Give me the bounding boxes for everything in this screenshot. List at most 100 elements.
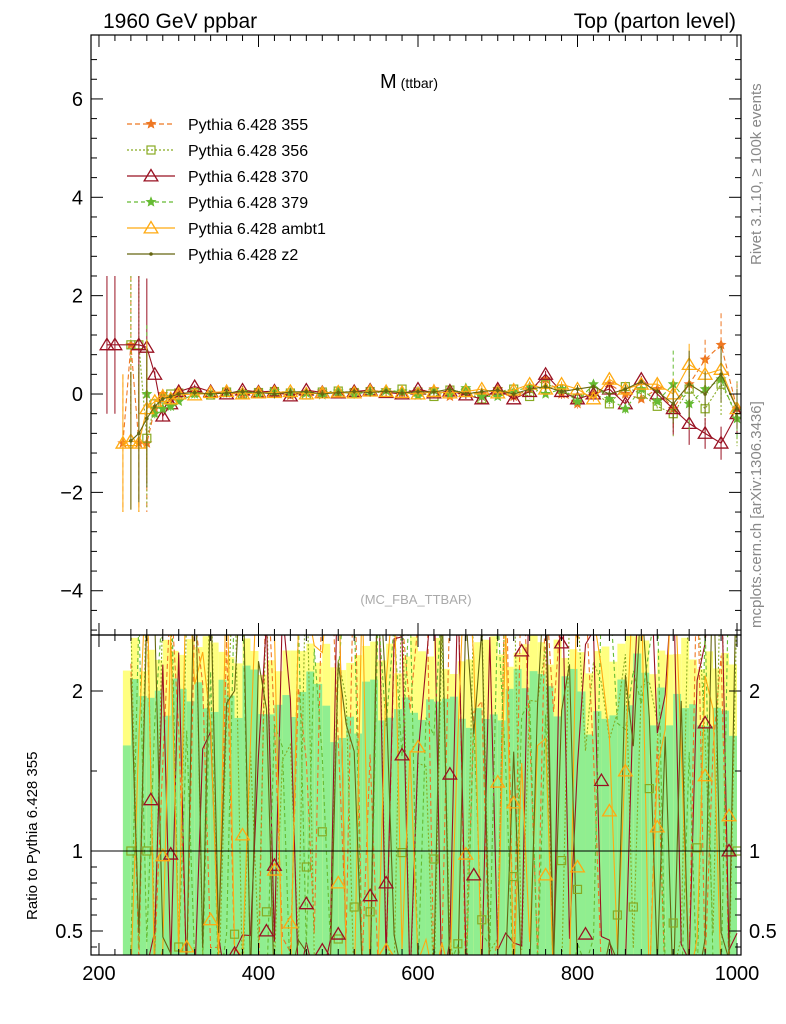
data-point (511, 392, 516, 396)
series-line (130, 373, 738, 442)
green-band (146, 697, 155, 955)
legend-item: Pythia 6.428 355 (127, 117, 308, 134)
ratio-point (410, 739, 426, 753)
y-tick-label: −2 (60, 482, 83, 504)
main-plot-series (98, 275, 741, 513)
ratio-point (162, 846, 179, 860)
green-band (138, 696, 147, 955)
legend-marker (149, 252, 153, 256)
data-point (298, 386, 315, 400)
data-point (537, 381, 554, 395)
green-band (386, 717, 395, 955)
mcplots-label: mcplots.cern.ch [arXiv:1306.3436] (748, 401, 765, 628)
ratio-point (628, 902, 638, 912)
ratio-point (697, 768, 714, 782)
legend-item: Pythia 6.428 370 (127, 168, 308, 186)
data-point (153, 404, 157, 409)
green-band (601, 718, 610, 955)
data-point (651, 395, 663, 407)
ratio-markers (142, 635, 738, 955)
y-tick-label: 6 (72, 89, 83, 111)
data-point (162, 391, 179, 405)
legend-item: Pythia 6.428 ambt1 (127, 220, 326, 238)
ratio-point (178, 939, 195, 953)
data-point (553, 376, 570, 390)
x-tick-label: 1000 (715, 963, 760, 985)
ratio-point (258, 923, 275, 937)
data-point (479, 389, 484, 394)
data-point (719, 372, 723, 377)
green-band (242, 665, 251, 955)
data-point (603, 393, 615, 404)
data-point (137, 431, 141, 436)
data-point (416, 389, 420, 394)
legend-marker (146, 145, 156, 155)
data-point (617, 381, 634, 395)
legend-label: Pythia 6.428 z2 (188, 247, 298, 264)
data-point (585, 391, 602, 405)
ratio-point (721, 808, 738, 822)
ratio-point (301, 862, 311, 872)
green-band (154, 690, 163, 955)
ratio-point (317, 827, 327, 837)
ratio-point (537, 867, 554, 881)
legend-label: Pythia 6.428 379 (188, 195, 308, 212)
data-point (336, 390, 341, 395)
data-point (320, 392, 325, 396)
ratio-line (131, 635, 721, 955)
green-band (410, 712, 418, 955)
data-point (130, 337, 147, 351)
analysis-label: (MC_FBA_TTBAR) (360, 592, 471, 607)
green-band (394, 709, 403, 955)
legend-item: Pythia 6.428 356 (127, 143, 308, 160)
green-band (729, 735, 738, 955)
green-band (330, 742, 339, 955)
data-point (476, 390, 488, 402)
data-point (425, 383, 442, 398)
green-band (673, 693, 682, 955)
data-point (521, 383, 538, 398)
data-point (623, 387, 628, 391)
data-point (98, 337, 115, 351)
green-band (529, 671, 538, 955)
ratio-point (692, 843, 702, 853)
green-band (657, 687, 666, 955)
data-point (304, 389, 309, 394)
data-point (146, 366, 163, 380)
data-point (473, 391, 490, 405)
ratio-point (572, 884, 583, 895)
data-point (186, 387, 203, 401)
green-band (449, 696, 458, 955)
legend-label: Pythia 6.428 356 (188, 143, 308, 160)
ratio-point (601, 803, 618, 817)
green-band (362, 681, 371, 955)
ratio-point (228, 945, 241, 955)
green-band (697, 725, 706, 955)
ratio-point (577, 926, 594, 940)
green-band (537, 673, 546, 955)
ratio-markers (154, 739, 738, 955)
data-point (256, 390, 261, 395)
data-point (687, 382, 691, 386)
data-point (537, 366, 554, 380)
green-band (202, 708, 211, 955)
data-point (165, 400, 177, 412)
data-point (559, 389, 564, 394)
data-point (671, 402, 676, 406)
data-point (106, 337, 123, 351)
legend-item: Pythia 6.428 379 (127, 195, 308, 212)
green-band (354, 733, 363, 955)
data-point (154, 408, 171, 422)
legend-marker (143, 220, 159, 234)
green-band (457, 718, 466, 955)
data-point (129, 438, 133, 443)
data-point (234, 386, 251, 400)
ratio-line (130, 635, 736, 955)
data-point (208, 392, 213, 396)
green-band (497, 720, 506, 955)
green-band (162, 715, 171, 955)
ratio-point (505, 795, 522, 809)
data-point (639, 379, 644, 384)
series-3 (98, 275, 741, 460)
ratio-point (394, 747, 411, 761)
